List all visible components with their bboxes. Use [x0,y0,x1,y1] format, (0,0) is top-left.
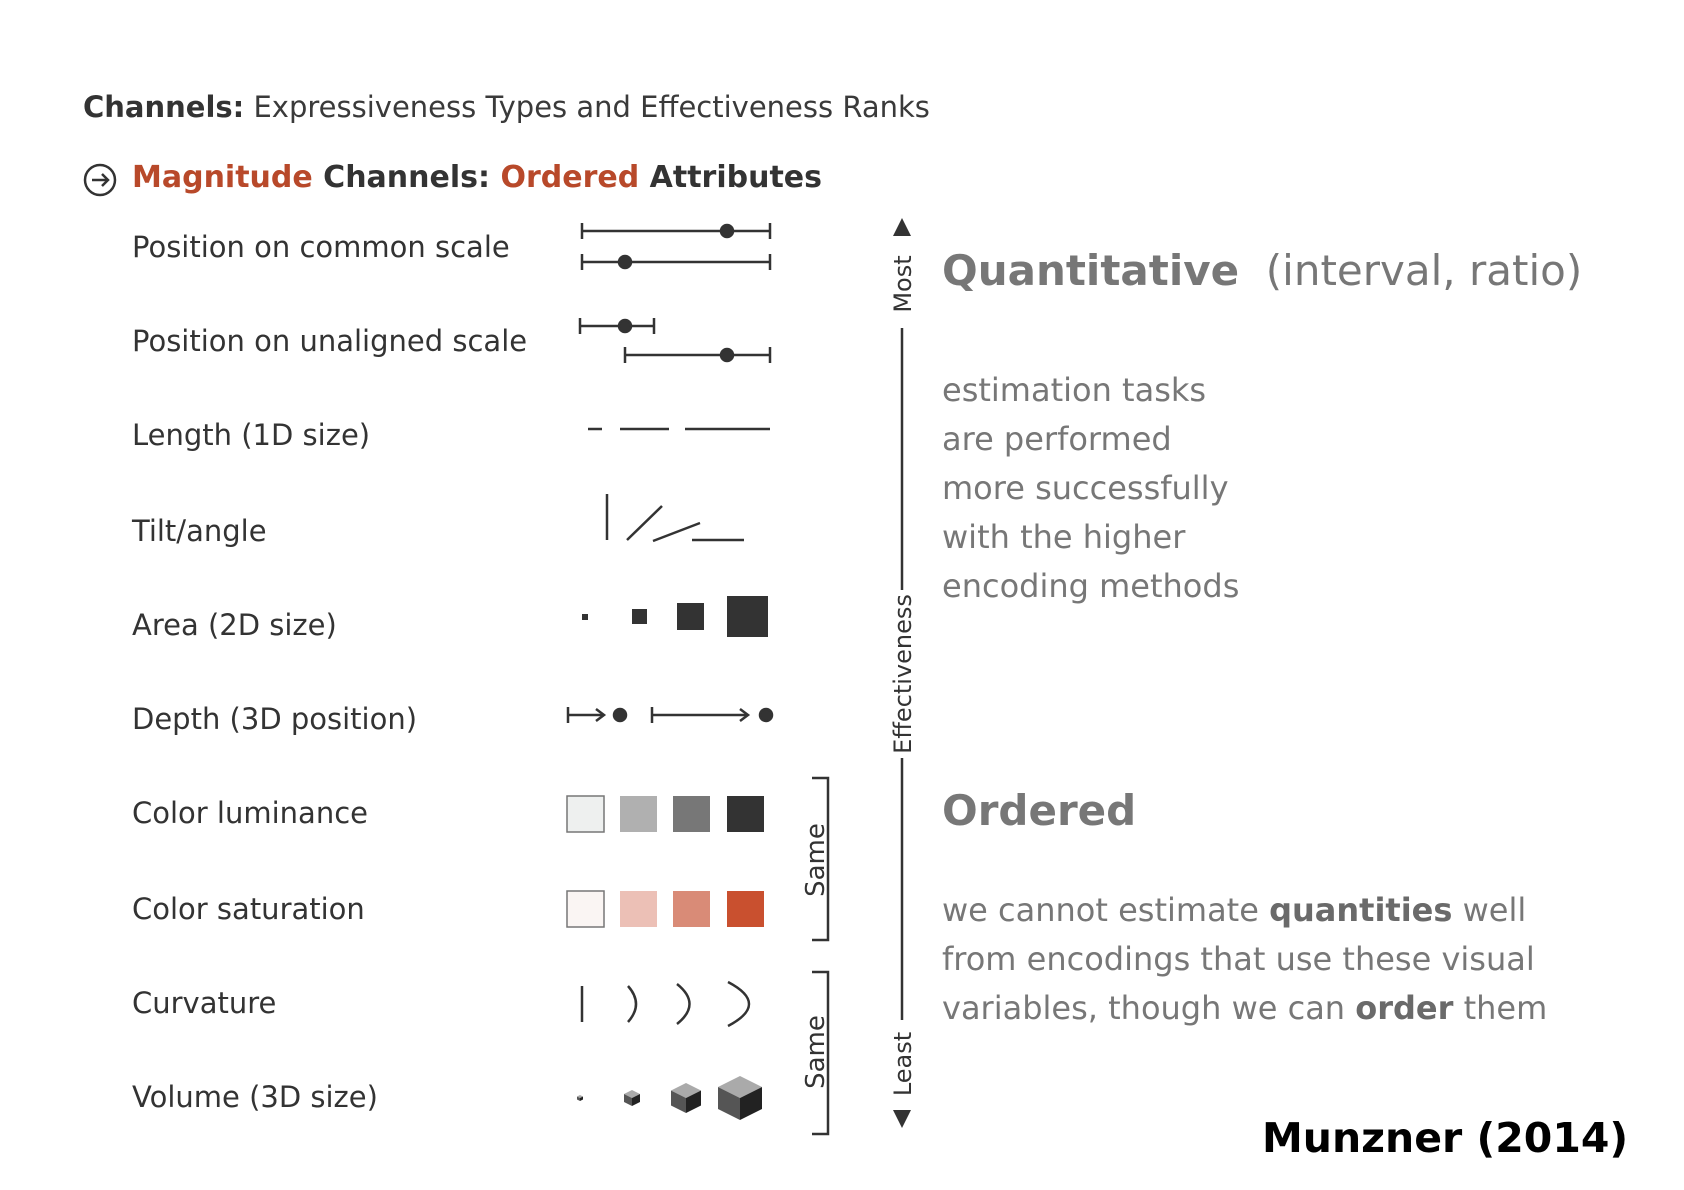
quantitative-line: with the higher [942,518,1186,556]
axis-label-most: Most [889,255,917,312]
channel-label-volume: Volume (3D size) [132,1080,378,1114]
same-label-color: Same [801,823,831,897]
quantitative-title: Quantitative (interval, ratio) [942,246,1583,295]
quantitative-line: are performed [942,420,1172,458]
channel-label-tilt: Tilt/angle [132,514,267,548]
mark-position-common [580,223,772,270]
mark-curvature [580,980,750,1028]
ordered-line: variables, though we can order them [942,989,1548,1027]
ordered-title: Ordered [942,786,1137,835]
channel-label-curvature: Curvature [132,986,277,1020]
channel-label-position-unaligned: Position on unaligned scale [132,324,528,358]
same-bracket-shape [812,970,830,1136]
quantitative-description: estimation tasks are performed more succ… [942,366,1239,611]
circled-arrow-icon [83,163,117,197]
axis-label-effectiveness: Effectiveness [889,594,917,754]
channel-label-length: Length (1D size) [132,418,371,452]
mark-area [582,596,768,637]
quantitative-line: encoding methods [942,567,1240,605]
quantitative-line: estimation tasks [942,371,1207,409]
same-bracket-color [812,776,830,942]
mark-tilt [605,494,744,543]
channel-label-area: Area (2D size) [132,608,337,642]
ordered-description: we cannot estimate quantities well from … [942,886,1547,1033]
effectiveness-axis [893,218,911,1128]
same-label-shape: Same [801,1015,831,1089]
mark-position-unaligned [578,318,772,363]
channel-label-depth: Depth (3D position) [132,702,418,736]
mark-volume [577,1076,762,1120]
mark-color-luminance [566,795,764,833]
citation: Munzner (2014) [1262,1114,1629,1162]
page-title: Channels: Expressiveness Types and Effec… [83,90,930,124]
mark-depth [566,707,774,723]
channel-label-color-saturation: Color saturation [132,892,365,926]
channel-label-color-luminance: Color luminance [132,796,368,830]
mark-color-saturation [566,890,764,928]
axis-label-least: Least [889,1032,917,1096]
quantitative-line: more successfully [942,469,1229,507]
ordered-line: from encodings that use these visual [942,940,1535,978]
ordered-line: we cannot estimate quantities well [942,891,1527,929]
channel-label-position-common: Position on common scale [132,230,510,264]
section-heading: Magnitude Channels: Ordered Attributes [132,160,823,195]
